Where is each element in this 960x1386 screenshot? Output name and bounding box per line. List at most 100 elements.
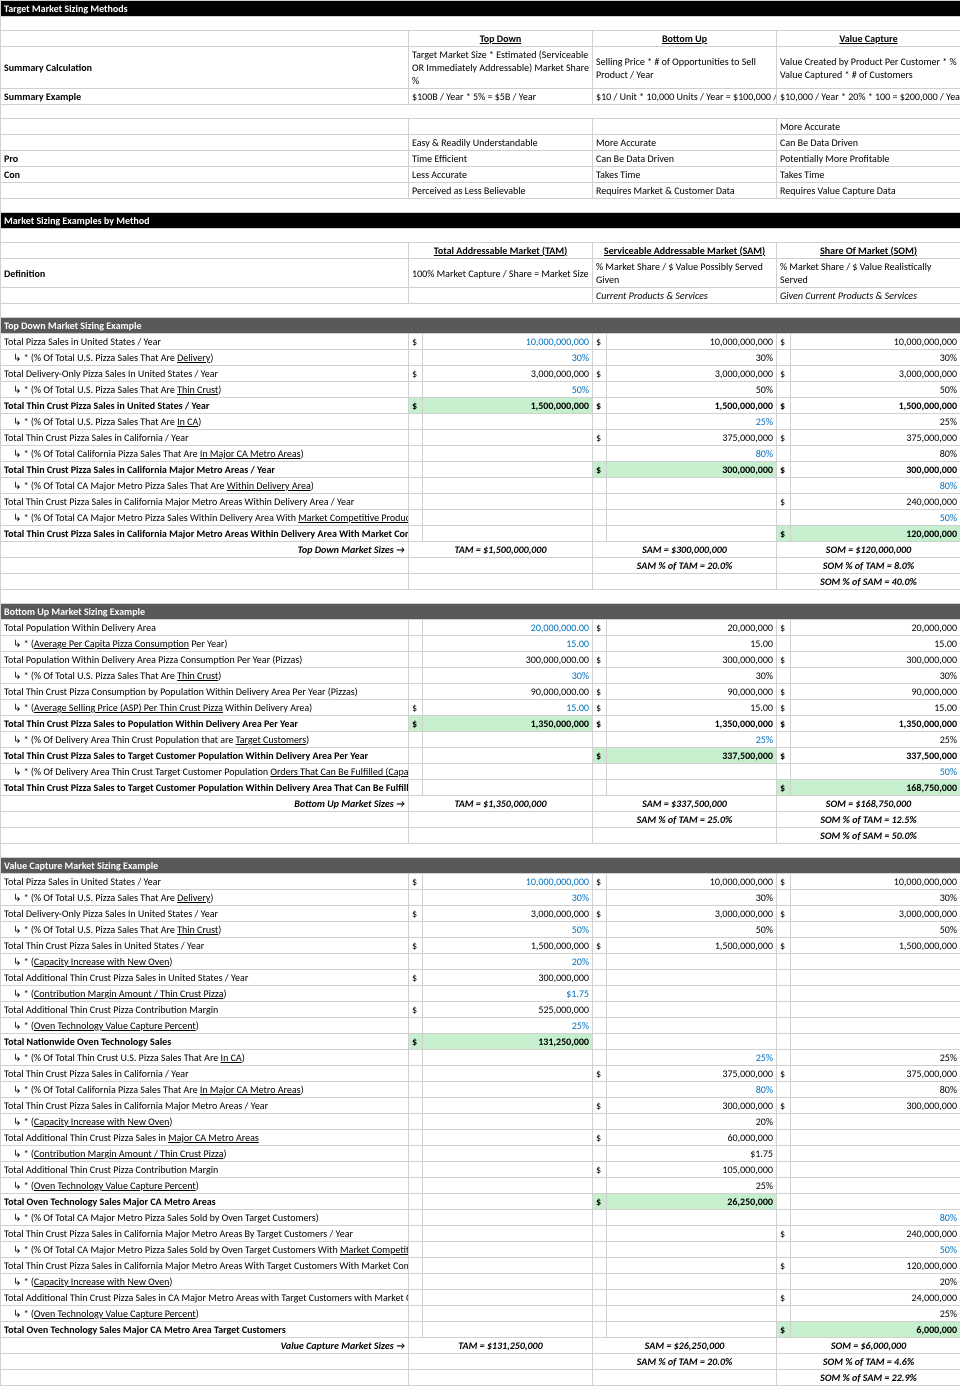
td-r6-som: 25% [791,414,960,430]
bu-r6-label: ↳ * (Average Selling Price (ASP) Per Thi… [1,700,409,716]
vc-r12-tam [423,1050,593,1066]
vc-sam-pct: SAM % of TAM = 20.0% [593,1354,777,1370]
vc-r2-label: ↳ * (% Of Total U.S. Pizza Sales That Ar… [1,890,409,906]
td-r10-sam [607,478,777,494]
vc-r17-sam: 60,000,000 [607,1130,777,1146]
vc-r23-sam [607,1226,777,1242]
vc-r26-label: ↳ * (Capacity Increase with New Oven) [1,1274,409,1290]
row-summary-example: Summary Example [1,89,409,105]
td-r10-som: 80% [791,478,960,494]
td-r13-label: Total Thin Crust Pizza Sales in Californ… [1,526,409,542]
td-som-pct1: SOM % of TAM = 8.0% [777,558,960,574]
bu-r9-som: 337,500,000 [791,748,960,764]
vc-r7-label: Total Additional Thin Crust Pizza Sales … [1,970,409,986]
bu-r7-label: Total Thin Crust Pizza Sales to Populati… [1,716,409,732]
td-r9-tam [423,462,593,478]
vc-r28-tam [423,1306,593,1322]
td-r5-tam: 1,500,000,000 [423,398,593,414]
vc-r21-label: Total Oven Technology Sales Major CA Met… [1,1194,409,1210]
vc-r11-sam [607,1034,777,1050]
vc-r17-tam [423,1130,593,1146]
vc-r5-tam: 1,500,000,000 [423,938,593,954]
td-r7-tam [423,430,593,446]
td-r8-sam: 80% [607,446,777,462]
td-r13-sam [607,526,777,542]
vc-r5-som: 1,500,000,000 [791,938,960,954]
bu-som-pct2: SOM % of SAM = 50.0% [777,828,960,844]
vc-r3-sam: 3,000,000,000 [607,906,777,922]
vc-som-pct2: SOM % of SAM = 22.9% [777,1370,960,1386]
vc-r9-sam [607,1002,777,1018]
vc-r13-som: 375,000,000 [791,1066,960,1082]
vc-r14-label: ↳ * (% Of Total California Pizza Sales T… [1,1082,409,1098]
vc-r15-tam [423,1098,593,1114]
td-r9-som: 300,000,000 [791,462,960,478]
header-top-down-ex: Top Down Market Sizing Example [1,318,960,334]
vc-r10-tam: 25% [423,1018,593,1034]
bu-r1-sam: 20,000,000 [607,620,777,636]
vc-r22-tam [423,1210,593,1226]
bu-r11-som: 168,750,000 [791,780,960,796]
col-top-down: Top Down [409,31,593,47]
bu-tam-total: TAM = $1,350,000,000 [409,796,593,812]
td-r3-som: 3,000,000,000 [791,366,960,382]
vc-r3-som: 3,000,000,000 [791,906,960,922]
vc-r22-sam [607,1210,777,1226]
vc-r24-tam [423,1242,593,1258]
td-sam-pct: SAM % of TAM = 20.0% [593,558,777,574]
vc-r19-tam [423,1162,593,1178]
vc-r21-sam: 26,250,000 [607,1194,777,1210]
td-r1-sam: 10,000,000,000 [607,334,777,350]
vc-r1-label: Total Pizza Sales in United States / Yea… [1,874,409,890]
vc-r6-som [791,954,960,970]
vc-r3-label: Total Delivery-Only Pizza Sales In Unite… [1,906,409,922]
bu-r9-tam [423,748,593,764]
bu-r9-label: Total Thin Crust Pizza Sales to Target C… [1,748,409,764]
header-value-capture-ex: Value Capture Market Sizing Example [1,858,960,874]
bu-r7-sam: 1,350,000,000 [607,716,777,732]
vc-r3-tam: 3,000,000,000 [423,906,593,922]
row-summary-calc: Summary Calculation [1,47,409,89]
vc-r4-label: ↳ * (% Of Total U.S. Pizza Sales That Ar… [1,922,409,938]
td-r7-sam: 375,000,000 [607,430,777,446]
vc-r27-tam [423,1290,593,1306]
td-som-total: SOM = $120,000,000 [777,542,960,558]
td-r12-som: 50% [791,510,960,526]
td-r4-sam: 50% [607,382,777,398]
vc-r16-label: ↳ * (Capacity Increase with New Oven) [1,1114,409,1130]
vc-r2-sam: 30% [607,890,777,906]
bu-r8-label: ↳ * (% Of Delivery Area Thin Crust Popul… [1,732,409,748]
vc-r1-tam: 10,000,000,000 [423,874,593,890]
vc-som-total: SOM = $6,000,000 [777,1338,960,1354]
td-summary-label: Top Down Market Sizes → [1,542,409,558]
vc-r4-som: 50% [791,922,960,938]
td-r3-tam: 3,000,000,000 [423,366,593,382]
bu-r1-tam: 20,000,000.00 [423,620,593,636]
bu-r6-som: 15.00 [791,700,960,716]
vc-r14-tam [423,1082,593,1098]
vc-r2-som: 30% [791,890,960,906]
vc-r11-tam: 131,250,000 [423,1034,593,1050]
td-r13-tam [423,526,593,542]
vc-r18-label: ↳ * (Contribution Margin Amount / Thin C… [1,1146,409,1162]
bu-r2-label: ↳ * (Average Per Capita Pizza Consumptio… [1,636,409,652]
td-r13-som: 120,000,000 [791,526,960,542]
vc-r16-som [791,1114,960,1130]
bu-r11-sam [607,780,777,796]
vc-r23-tam [423,1226,593,1242]
vc-r22-label: ↳ * (% Of Total CA Major Metro Pizza Sal… [1,1210,409,1226]
vc-r9-label: Total Additional Thin Crust Pizza Contri… [1,1002,409,1018]
bu-sam-pct: SAM % of TAM = 25.0% [593,812,777,828]
vc-r9-tam: 525,000,000 [423,1002,593,1018]
td-r6-sam: 25% [607,414,777,430]
vc-r17-label: Total Additional Thin Crust Pizza Sales … [1,1130,409,1146]
vc-r13-label: Total Thin Crust Pizza Sales in Californ… [1,1066,409,1082]
bu-r10-sam [607,764,777,780]
vc-r9-som [791,1002,960,1018]
vc-tam-total: TAM = $131,250,000 [409,1338,593,1354]
vc-summary-label: Value Capture Market Sizes → [1,1338,409,1354]
bu-r5-sam: 90,000,000 [607,684,777,700]
vc-r7-tam: 300,000,000 [423,970,593,986]
header-examples: Market Sizing Examples by Method [1,213,960,229]
td-r11-som: 240,000,000 [791,494,960,510]
